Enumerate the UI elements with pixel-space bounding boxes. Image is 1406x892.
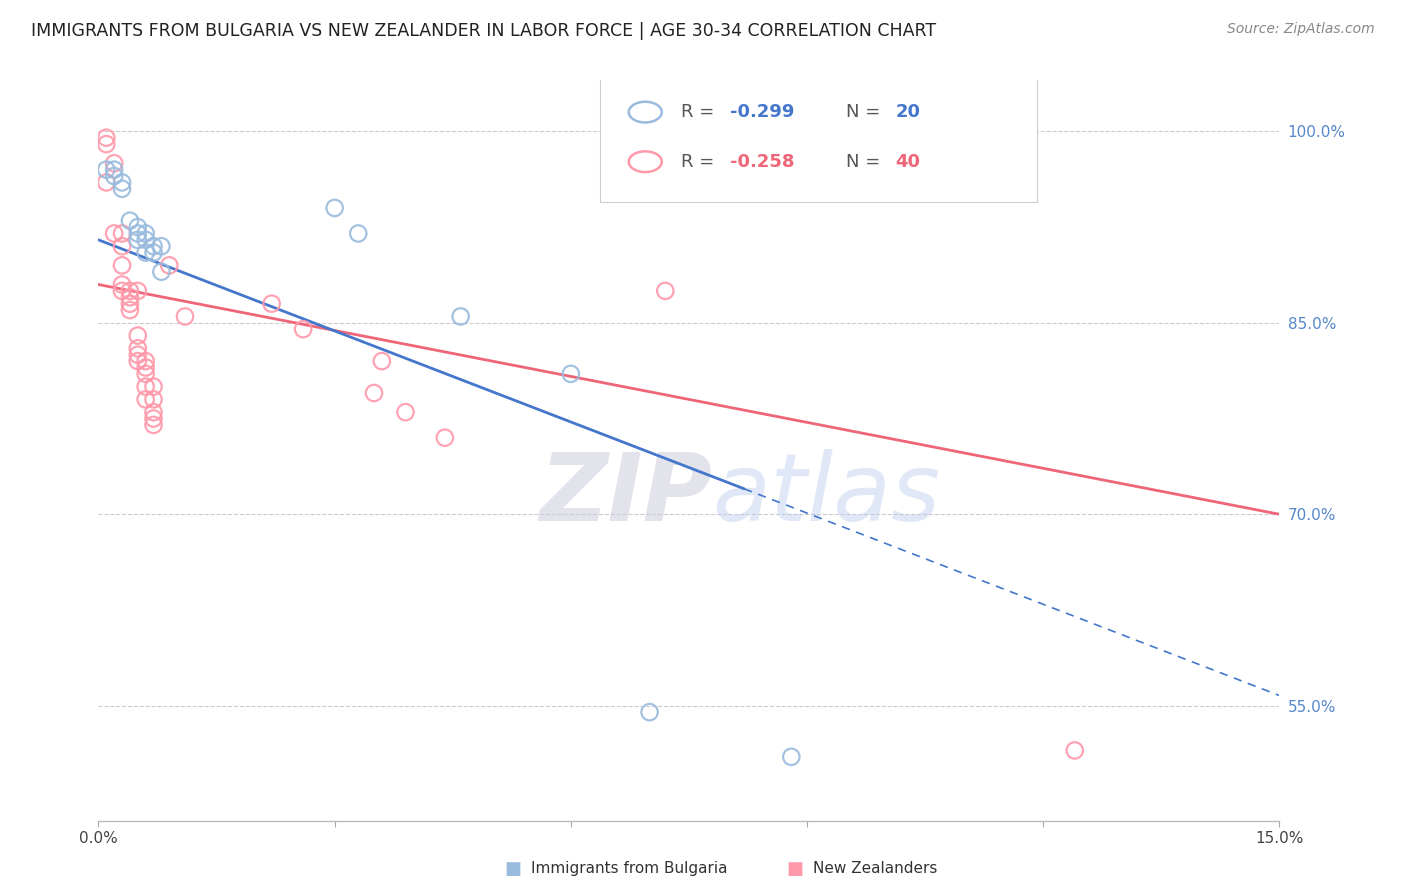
Point — [127, 354, 149, 368]
Point — [142, 417, 165, 432]
Point — [103, 162, 125, 177]
Point — [111, 239, 134, 253]
Point — [347, 227, 370, 241]
Point — [103, 169, 125, 183]
Point — [127, 348, 149, 362]
Point — [127, 227, 149, 241]
Point — [135, 360, 157, 375]
Point — [174, 310, 197, 324]
Text: 40: 40 — [896, 153, 921, 170]
Point — [111, 182, 134, 196]
Point — [96, 162, 118, 177]
Point — [363, 386, 385, 401]
Point — [142, 392, 165, 407]
Point — [118, 290, 141, 304]
Point — [127, 233, 149, 247]
Point — [96, 175, 118, 189]
Point — [1063, 743, 1085, 757]
Point — [96, 137, 118, 152]
Point — [142, 405, 165, 419]
Point — [135, 379, 157, 393]
Point — [260, 296, 283, 310]
Point — [111, 277, 134, 292]
Point — [127, 342, 149, 356]
Text: N =: N = — [846, 153, 886, 170]
Point — [111, 284, 134, 298]
Text: ■: ■ — [786, 860, 803, 878]
Point — [292, 322, 315, 336]
Text: R =: R = — [681, 103, 720, 121]
Point — [135, 227, 157, 241]
Point — [103, 156, 125, 170]
Point — [654, 284, 676, 298]
Point — [323, 201, 346, 215]
Point — [135, 233, 157, 247]
Point — [638, 705, 661, 719]
Point — [142, 239, 165, 253]
Point — [135, 392, 157, 407]
Point — [135, 245, 157, 260]
Point — [433, 431, 456, 445]
Text: Immigrants from Bulgaria: Immigrants from Bulgaria — [531, 862, 728, 876]
Text: 20: 20 — [896, 103, 921, 121]
Point — [118, 296, 141, 310]
Point — [118, 303, 141, 318]
Point — [127, 220, 149, 235]
Point — [560, 367, 582, 381]
Text: ■: ■ — [505, 860, 522, 878]
Text: atlas: atlas — [713, 450, 941, 541]
Text: IMMIGRANTS FROM BULGARIA VS NEW ZEALANDER IN LABOR FORCE | AGE 30-34 CORRELATION: IMMIGRANTS FROM BULGARIA VS NEW ZEALANDE… — [31, 22, 936, 40]
Point — [150, 239, 173, 253]
Point — [118, 213, 141, 227]
Text: New Zealanders: New Zealanders — [813, 862, 936, 876]
Point — [371, 354, 394, 368]
Point — [111, 175, 134, 189]
Point — [150, 265, 173, 279]
Text: R =: R = — [681, 153, 720, 170]
Text: N =: N = — [846, 103, 886, 121]
Point — [96, 130, 118, 145]
Point — [157, 259, 180, 273]
Text: Source: ZipAtlas.com: Source: ZipAtlas.com — [1227, 22, 1375, 37]
Point — [127, 328, 149, 343]
FancyBboxPatch shape — [600, 77, 1038, 202]
Point — [103, 227, 125, 241]
Point — [135, 367, 157, 381]
Point — [111, 227, 134, 241]
Point — [142, 411, 165, 425]
Point — [450, 310, 472, 324]
Point — [142, 379, 165, 393]
Point — [394, 405, 416, 419]
Point — [780, 749, 803, 764]
Point — [142, 245, 165, 260]
Point — [111, 259, 134, 273]
Text: -0.258: -0.258 — [730, 153, 794, 170]
Point — [118, 284, 141, 298]
Text: ZIP: ZIP — [540, 449, 713, 541]
Point — [135, 354, 157, 368]
Text: -0.299: -0.299 — [730, 103, 794, 121]
Point — [127, 284, 149, 298]
